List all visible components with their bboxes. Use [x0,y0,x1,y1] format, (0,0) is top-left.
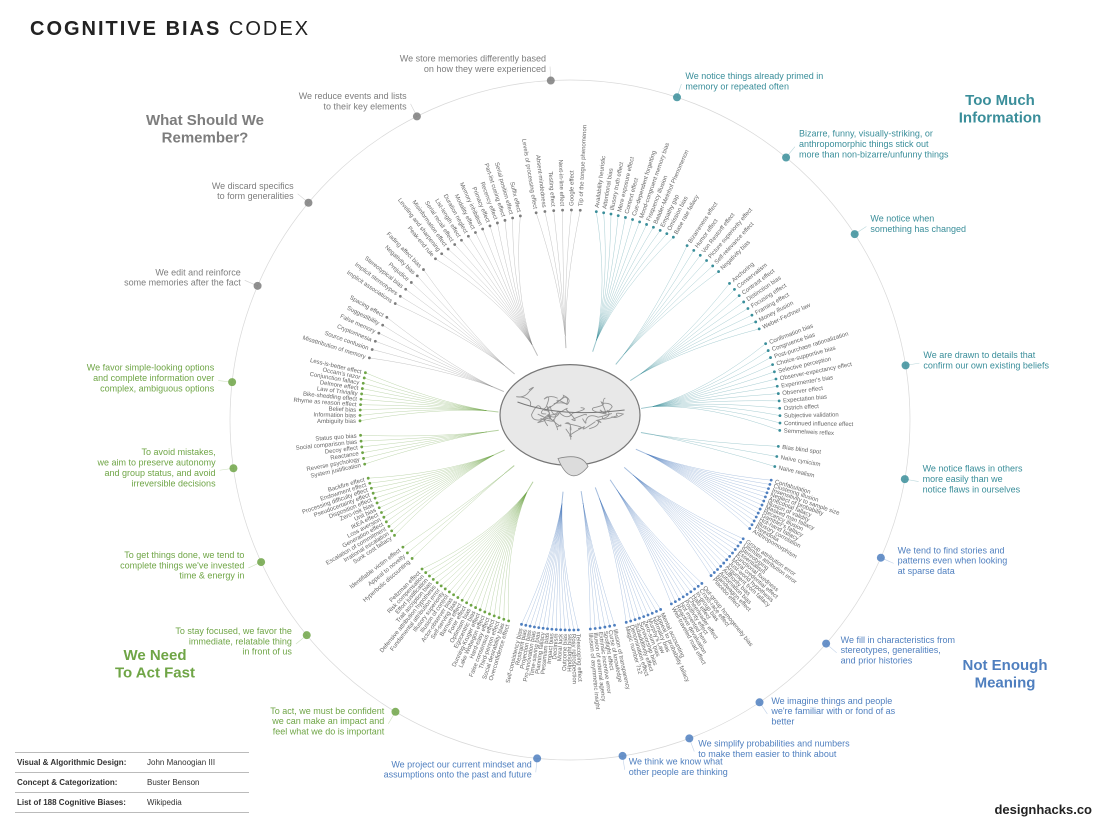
bias-label: Ostrich effect [784,404,820,412]
category-label: We discard specificsto form generalities [212,181,294,201]
quadrant-title: We NeedTo Act Fast [115,647,195,681]
category-label: To avoid mistakes,we aim to preserve aut… [97,447,217,488]
bias-label: Naïve realism [778,465,815,479]
category-label: We notice things already primed inmemory… [685,71,823,91]
quadrant-title: What Should WeRemember? [146,112,264,146]
category-label: We project our current mindset andassump… [384,759,532,779]
category-label: We are drawn to details thatconfirm our … [923,350,1049,370]
bias-label: Semmelweis reflex [784,429,835,437]
bias-label: Continued influence effect [784,421,854,428]
category-label: We notice whensomething has changed [870,213,966,233]
category-label: We notice flaws in othersmore easily tha… [923,464,1023,495]
category-label: Bizarre, funny, visually-striking, orant… [799,129,949,160]
category-label: We imagine things and peoplewe're famili… [770,696,895,727]
category-label: To stay focused, we favor theimmediate, … [175,626,292,657]
category-label: To get things done, we tend tocomplete t… [120,550,244,581]
category-label: To act, we must be confidentwe can make … [270,706,385,737]
bias-label: Tip of the tongue phenomenon [578,125,588,207]
codex-diagram: We notice things already primed inmemory… [0,0,1114,833]
bias-label: Testing effect [547,171,556,207]
bias-label: Bias blind spot [782,445,822,456]
bias-label: Next-in-line effect [557,160,565,207]
category-label: We edit and reinforcesome memories after… [124,267,241,287]
bias-label: Subjective validation [784,412,839,419]
category-label: We fill in characteristics fromstereotyp… [841,635,955,666]
bias-label: Levels of processing effect [520,138,537,209]
quadrant-title: Not EnoughMeaning [963,657,1048,691]
bias-label: Ambiguity bias [317,419,356,425]
category-label: We tend to find stories andpatterns even… [898,545,1008,576]
category-label: We reduce events and liststo their key e… [299,91,407,111]
category-label: We favor simple-looking optionsand compl… [87,363,215,394]
category-label: We store memories differently basedon ho… [400,54,546,74]
category-label: We think we know whatother people are th… [629,757,728,777]
bias-label: Google effect [569,170,575,206]
quadrant-title: Too MuchInformation [959,92,1042,126]
